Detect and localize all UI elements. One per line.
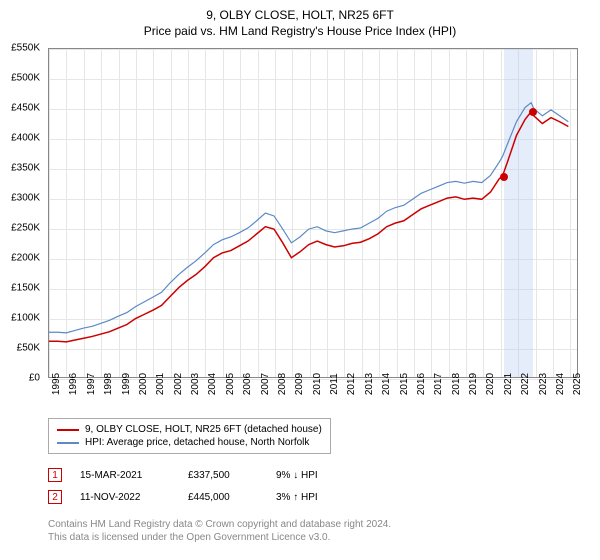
sale-diff: 3% ↑ HPI (276, 492, 356, 503)
x-tick-label: 2017 (433, 373, 444, 395)
x-tick-label: 2022 (520, 373, 531, 395)
y-tick-label: £250K (11, 223, 40, 234)
x-tick-label: 2000 (138, 373, 149, 395)
y-tick-label: £550K (11, 43, 40, 54)
y-tick-label: £50K (17, 343, 40, 354)
x-tick-label: 2019 (468, 373, 479, 395)
sale-row: 2 11-NOV-2022 £445,000 3% ↑ HPI (48, 486, 356, 508)
x-tick-label: 2014 (381, 373, 392, 395)
footer-line-2: This data is licensed under the Open Gov… (48, 531, 391, 544)
sale-date: 11-NOV-2022 (80, 492, 170, 503)
y-tick-label: £200K (11, 253, 40, 264)
legend-label: 9, OLBY CLOSE, HOLT, NR25 6FT (detached … (85, 424, 322, 435)
x-tick-label: 2001 (155, 373, 166, 395)
sale-row-marker: 1 (48, 468, 62, 482)
plot-area: 12 (48, 48, 578, 378)
sale-price: £337,500 (188, 470, 258, 481)
x-tick-label: 1997 (86, 373, 97, 395)
sale-diff: 9% ↓ HPI (276, 470, 356, 481)
x-tick-label: 2006 (242, 373, 253, 395)
legend-label: HPI: Average price, detached house, Nort… (85, 437, 309, 448)
line-layer (49, 49, 577, 377)
x-tick-label: 2007 (260, 373, 271, 395)
x-tick-label: 2020 (485, 373, 496, 395)
x-tick-label: 2010 (312, 373, 323, 395)
y-tick-label: £450K (11, 103, 40, 114)
x-tick-label: 2023 (538, 373, 549, 395)
sale-marker-dot (529, 108, 537, 116)
x-tick-label: 2016 (416, 373, 427, 395)
x-tick-label: 2002 (173, 373, 184, 395)
sale-price: £445,000 (188, 492, 258, 503)
y-tick-label: £400K (11, 133, 40, 144)
footer-line-1: Contains HM Land Registry data © Crown c… (48, 518, 391, 531)
sale-row-marker: 2 (48, 490, 62, 504)
chart-title: 9, OLBY CLOSE, HOLT, NR25 6FT (0, 0, 600, 22)
x-tick-label: 2018 (451, 373, 462, 395)
x-tick-label: 1996 (68, 373, 79, 395)
x-tick-label: 2011 (329, 373, 340, 395)
x-tick-label: 2025 (572, 373, 583, 395)
legend-swatch (57, 429, 79, 431)
y-tick-label: £350K (11, 163, 40, 174)
x-tick-label: 2009 (294, 373, 305, 395)
y-tick-label: £150K (11, 283, 40, 294)
x-tick-label: 2004 (207, 373, 218, 395)
legend-item: HPI: Average price, detached house, Nort… (57, 436, 322, 449)
x-tick-label: 1999 (121, 373, 132, 395)
x-tick-label: 2003 (190, 373, 201, 395)
chart-subtitle: Price paid vs. HM Land Registry's House … (0, 22, 600, 42)
y-axis: £0£50K£100K£150K£200K£250K£300K£350K£400… (0, 48, 44, 378)
x-tick-label: 2005 (225, 373, 236, 395)
x-tick-label: 2021 (503, 373, 514, 395)
x-tick-label: 2013 (364, 373, 375, 395)
series-line (49, 112, 568, 342)
x-tick-label: 1995 (51, 373, 62, 395)
x-tick-label: 1998 (103, 373, 114, 395)
y-tick-label: £300K (11, 193, 40, 204)
x-tick-label: 2024 (555, 373, 566, 395)
sale-row: 1 15-MAR-2021 £337,500 9% ↓ HPI (48, 464, 356, 486)
y-tick-label: £500K (11, 73, 40, 84)
legend: 9, OLBY CLOSE, HOLT, NR25 6FT (detached … (48, 418, 331, 454)
legend-item: 9, OLBY CLOSE, HOLT, NR25 6FT (detached … (57, 423, 322, 436)
x-tick-label: 2012 (346, 373, 357, 395)
y-tick-label: £100K (11, 313, 40, 324)
series-line (49, 103, 568, 333)
x-tick-label: 2008 (277, 373, 288, 395)
x-axis: 1995199619971998199920002001200220032004… (48, 380, 578, 416)
legend-swatch (57, 442, 79, 444)
footer-attribution: Contains HM Land Registry data © Crown c… (48, 518, 391, 544)
x-tick-label: 2015 (399, 373, 410, 395)
sale-date: 15-MAR-2021 (80, 470, 170, 481)
y-tick-label: £0 (29, 373, 40, 384)
sale-marker-dot (500, 173, 508, 181)
sales-table: 1 15-MAR-2021 £337,500 9% ↓ HPI 2 11-NOV-2022… (48, 464, 356, 508)
